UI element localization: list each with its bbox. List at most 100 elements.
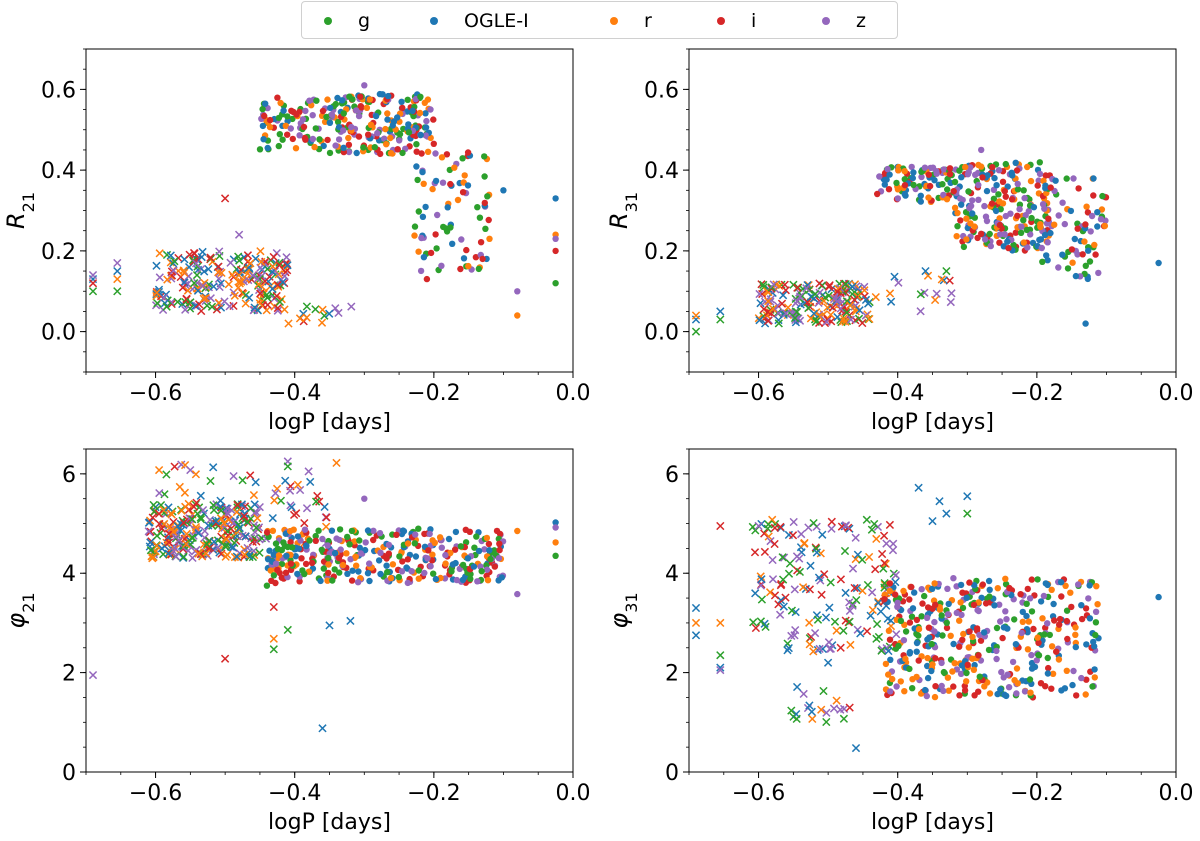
point-g xyxy=(340,110,347,117)
point-i xyxy=(932,683,939,690)
point-i xyxy=(462,526,469,533)
cross-i xyxy=(275,260,284,270)
cross-z xyxy=(270,267,280,276)
point-z xyxy=(1035,177,1042,184)
point-g xyxy=(893,179,900,187)
point-z xyxy=(377,549,384,556)
cross-i xyxy=(243,251,253,260)
cross-ogle-i xyxy=(211,517,220,526)
point-g xyxy=(316,136,323,143)
point-z xyxy=(1005,684,1013,691)
point-r xyxy=(351,538,358,545)
x-axis-label: logP [days] xyxy=(871,410,994,435)
cross-g xyxy=(778,553,787,562)
point-ogle-i xyxy=(449,240,456,247)
point-ogle-i xyxy=(986,586,993,593)
point-r xyxy=(420,180,427,187)
cross-i xyxy=(260,277,270,286)
point-ogle-i xyxy=(958,662,966,669)
point-r xyxy=(416,109,424,117)
cross-i xyxy=(157,524,166,533)
cross-r xyxy=(772,280,781,289)
point-i xyxy=(974,234,981,242)
point-r xyxy=(1014,680,1021,687)
point-r xyxy=(311,143,318,151)
point-ogle-i xyxy=(1058,687,1065,694)
point-i xyxy=(496,540,503,547)
cross-g xyxy=(839,626,848,635)
cross-ogle-i xyxy=(251,478,260,487)
point-ogle-i xyxy=(928,667,935,675)
cross-i xyxy=(196,549,205,559)
point-ogle-i xyxy=(1155,593,1162,601)
point-g xyxy=(959,604,967,612)
point-z xyxy=(1038,244,1046,252)
cross-ogle-i xyxy=(325,621,334,630)
point-i xyxy=(1048,685,1055,692)
point-g xyxy=(415,208,422,215)
y-tick-label: 4 xyxy=(665,562,679,587)
point-z xyxy=(1016,205,1023,213)
cross-r xyxy=(175,482,184,492)
point-g xyxy=(329,577,336,584)
point-i xyxy=(284,131,291,138)
point-r xyxy=(978,163,985,170)
cross-g xyxy=(196,515,206,524)
x-tick-label: −0.6 xyxy=(129,381,182,406)
cross-ogle-i xyxy=(281,476,290,485)
point-z xyxy=(299,116,307,123)
point-z xyxy=(957,670,965,677)
point-g xyxy=(474,204,481,211)
point-g xyxy=(552,552,559,559)
point-ogle-i xyxy=(1059,251,1066,258)
point-r xyxy=(1037,223,1044,231)
cross-z xyxy=(946,297,955,307)
cross-r xyxy=(269,634,278,643)
point-r xyxy=(465,262,472,270)
cross-i xyxy=(760,547,770,557)
point-z xyxy=(940,687,947,695)
point-i xyxy=(978,230,985,237)
x-tick-label: −0.2 xyxy=(1010,381,1063,406)
point-i xyxy=(901,182,909,189)
cross-ogle-i xyxy=(241,532,250,541)
point-r xyxy=(963,236,970,243)
cross-ogle-i xyxy=(164,549,173,558)
cross-r xyxy=(191,522,201,532)
cross-r xyxy=(839,314,848,323)
point-z xyxy=(957,195,964,202)
cross-ogle-i xyxy=(806,561,815,570)
cross-g xyxy=(235,256,244,265)
point-ogle-i xyxy=(452,528,460,536)
point-ogle-i xyxy=(917,198,924,205)
legend-label-i: i xyxy=(751,10,757,32)
cross-g xyxy=(916,290,925,299)
point-z xyxy=(404,579,411,587)
point-ogle-i xyxy=(1083,641,1090,648)
cross-z xyxy=(88,270,98,280)
point-r xyxy=(1082,691,1089,698)
cross-i xyxy=(758,289,767,299)
cross-z xyxy=(889,539,898,548)
cross-g xyxy=(809,518,818,528)
cross-r xyxy=(764,297,773,306)
cross-g xyxy=(173,297,182,307)
y-tick-label: 0.4 xyxy=(41,159,76,184)
point-ogle-i xyxy=(364,570,372,577)
point-z xyxy=(976,631,983,639)
point-z xyxy=(376,530,384,537)
x-tick-label: −0.6 xyxy=(732,781,785,806)
point-ogle-i xyxy=(413,163,420,170)
point-r xyxy=(1039,615,1046,622)
point-ogle-i xyxy=(1094,209,1101,216)
cross-ogle-i xyxy=(755,316,764,325)
cross-i xyxy=(148,513,157,522)
point-ogle-i xyxy=(929,585,936,592)
point-ogle-i xyxy=(339,97,346,104)
cross-ogle-i xyxy=(306,477,315,487)
legend-label-r: r xyxy=(644,10,652,32)
point-i xyxy=(906,596,913,603)
point-r xyxy=(352,553,359,560)
cross-ogle-i xyxy=(176,526,185,535)
point-g xyxy=(276,131,283,138)
